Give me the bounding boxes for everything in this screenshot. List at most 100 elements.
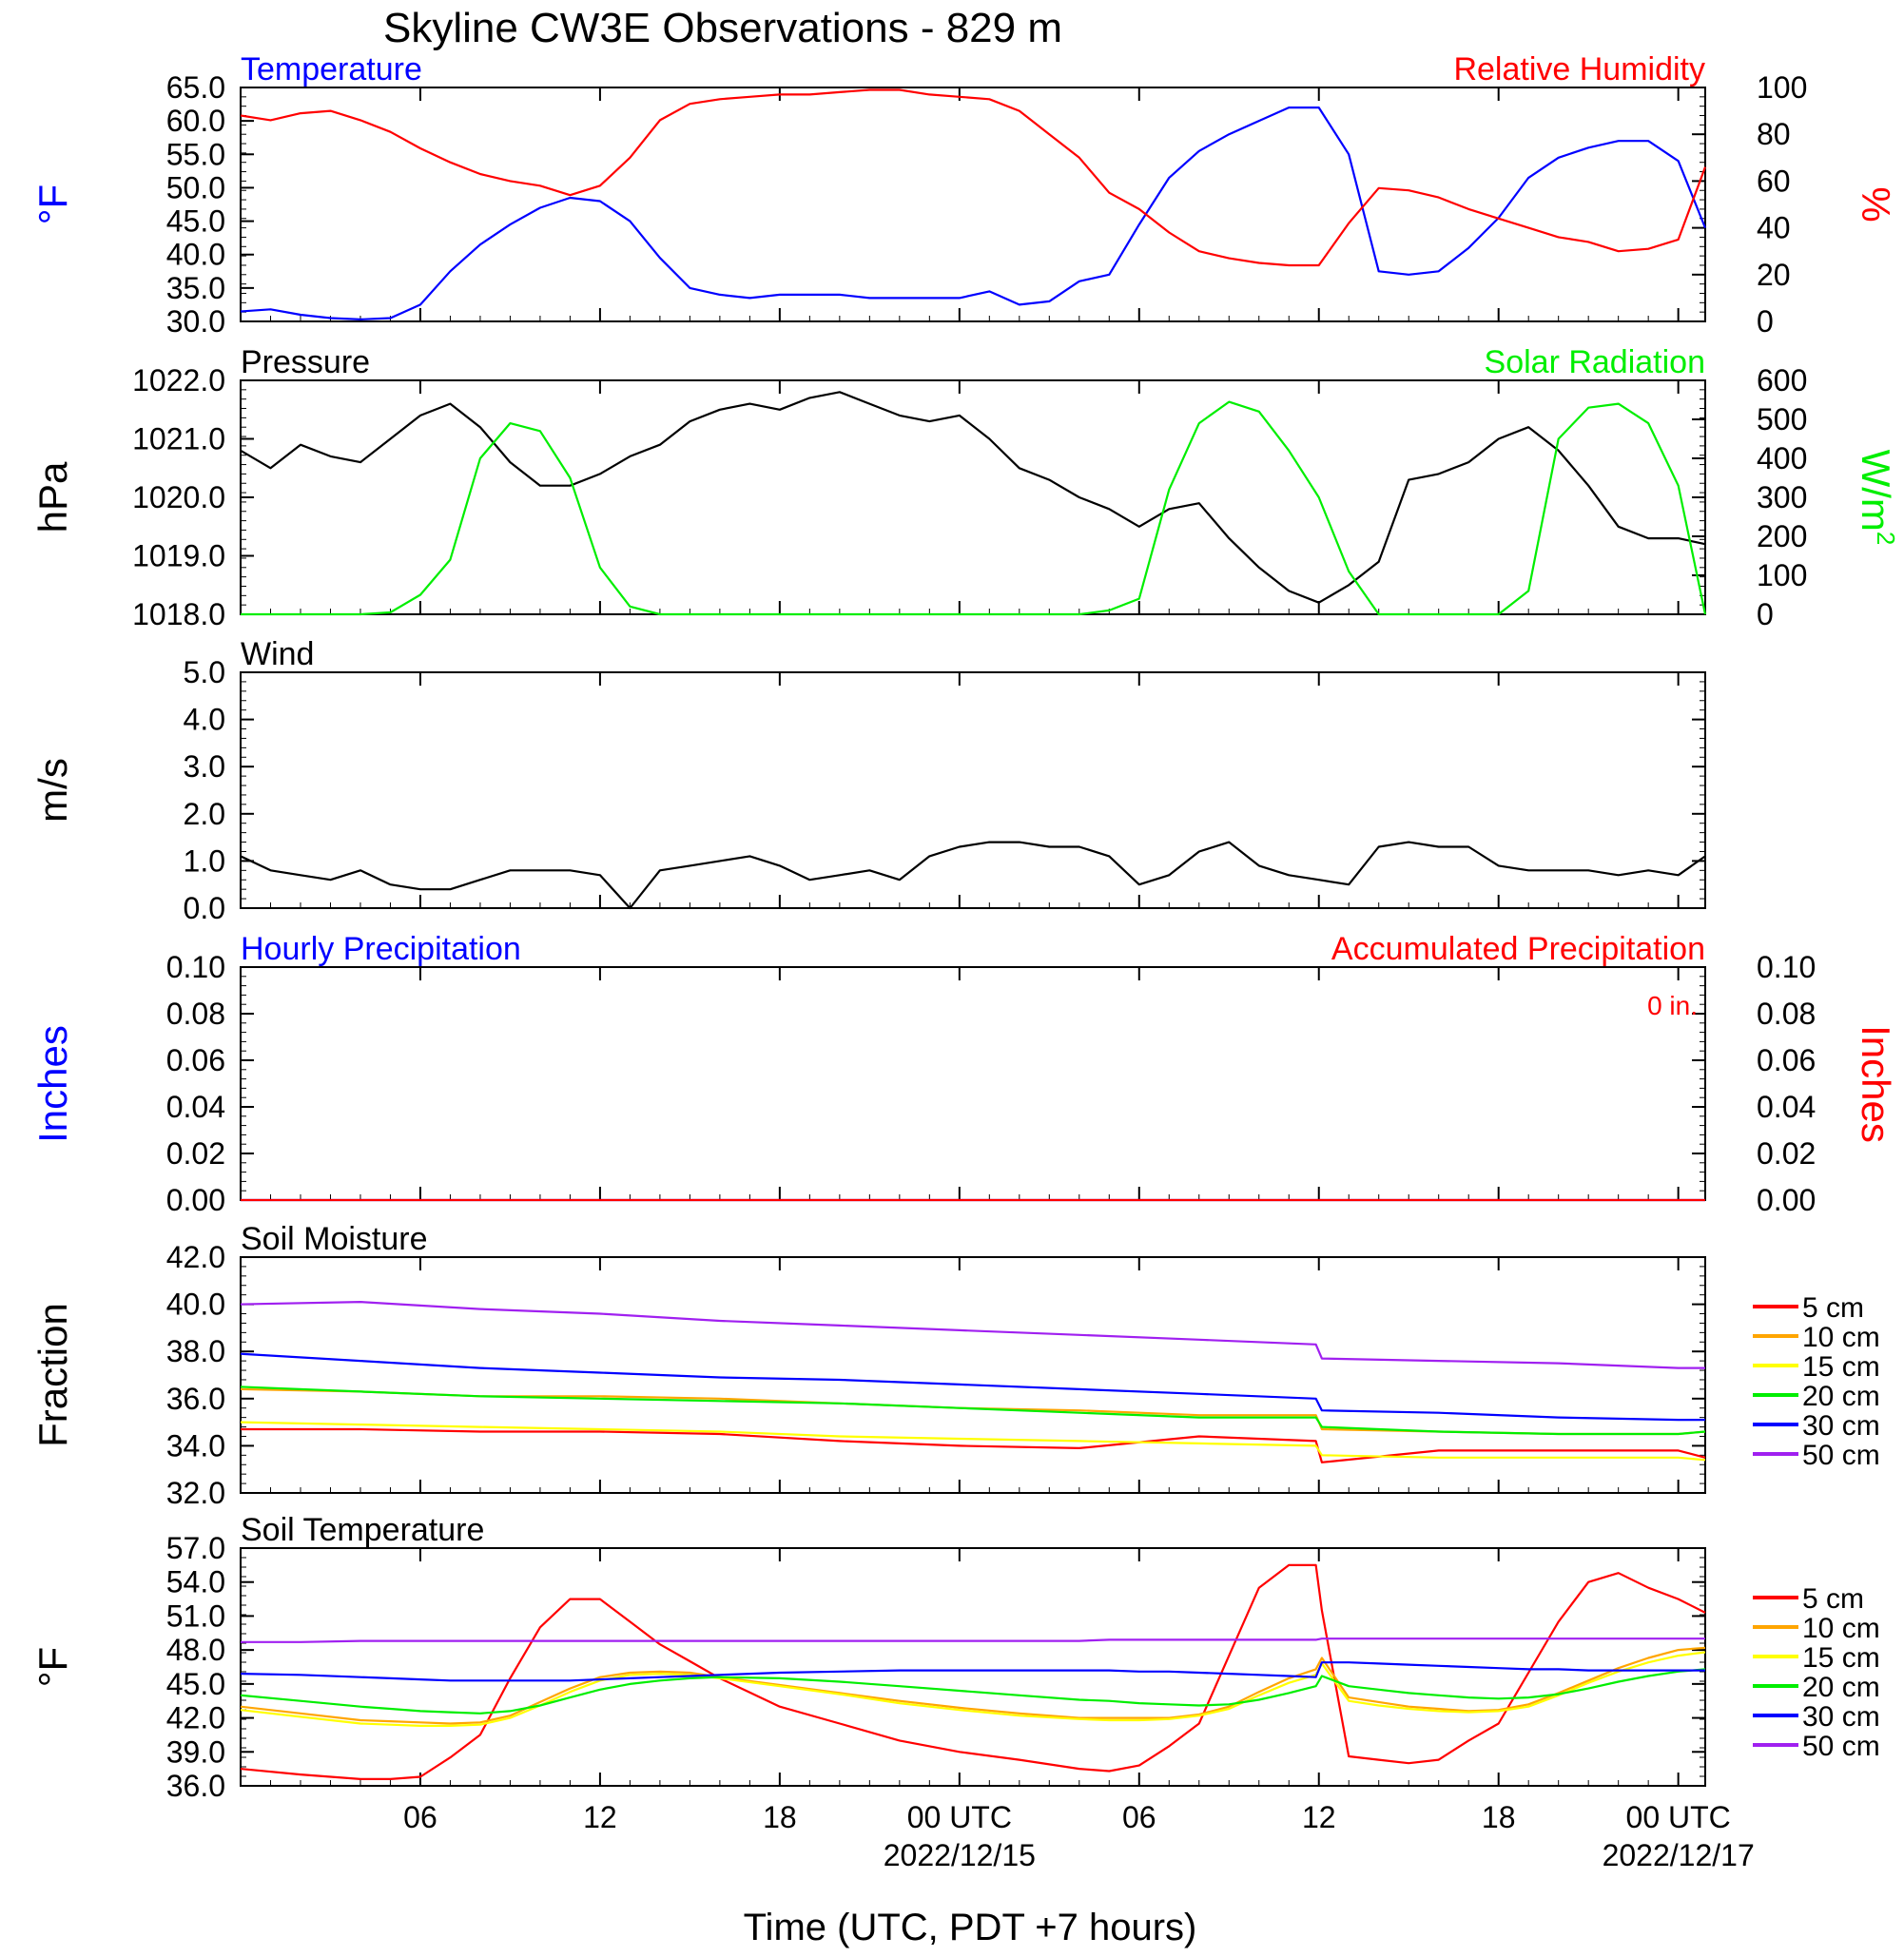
x-tick-label: 06: [1122, 1800, 1156, 1834]
series-line-10-cm: [240, 1646, 1706, 1725]
y2-tick-label: 0.00: [1757, 1183, 1816, 1217]
y-tick-label: 40.0: [166, 1288, 225, 1322]
series-line-20-cm: [240, 1385, 1706, 1436]
series-line-temperature: [240, 106, 1707, 320]
series-line-solar-radiation: [241, 400, 1707, 616]
legend-label: 15 cm: [1802, 1351, 1880, 1383]
y-tick-label: 0.00: [166, 1183, 225, 1217]
panels: 30.035.040.045.050.055.060.065.002040608…: [30, 51, 1900, 1803]
y-tick-label: 0.06: [166, 1043, 225, 1077]
y2-axis-label: Inches: [1854, 1025, 1898, 1143]
y-tick-label: 1019.0: [132, 539, 225, 573]
y-tick-label: 45.0: [166, 204, 225, 239]
x-axis-label: Time (UTC, PDT +7 hours): [744, 1907, 1197, 1948]
y-tick-label: 39.0: [166, 1734, 225, 1769]
plot-frame: [240, 87, 1706, 322]
y2-tick-label: 0.10: [1757, 950, 1816, 984]
y2-tick-label: 500: [1757, 402, 1807, 436]
legend-label: 30 cm: [1802, 1410, 1880, 1442]
y2-tick-label: 40: [1757, 211, 1791, 245]
x-tick-date-label: 2022/12/15: [884, 1838, 1036, 1872]
x-tick-label: 18: [1482, 1800, 1516, 1834]
series-line-wind: [240, 841, 1706, 910]
panel-soil_temperature: 36.039.042.045.048.051.054.057.0 Soil Tem…: [30, 1512, 1880, 1803]
series-line-30-cm: [240, 1661, 1705, 1682]
y-tick-label: 30.0: [166, 304, 225, 339]
panel-title-left: Pressure: [241, 344, 370, 380]
x-tick-label: 06: [403, 1800, 437, 1834]
y2-axis-label-superscript: 2: [1872, 532, 1900, 545]
y-tick-label: 1018.0: [132, 597, 225, 631]
y2-tick-label: 0: [1757, 304, 1774, 339]
legend-label: 5 cm: [1802, 1292, 1864, 1324]
legend-label: 50 cm: [1802, 1440, 1880, 1471]
series-line-30-cm: [240, 1352, 1705, 1422]
legend-label: 30 cm: [1802, 1701, 1880, 1733]
y-tick-label: 1020.0: [132, 480, 225, 514]
series-line-5-cm: [240, 1563, 1706, 1781]
x-axis: 06 12 18 00 UTC 2022/12/15 06 12 18 00 UTC 2022/1…: [403, 1800, 1755, 1872]
y-tick-label: 55.0: [166, 137, 225, 171]
y-tick-label: 0.0: [184, 891, 225, 925]
y-tick-label: 42.0: [166, 1701, 225, 1735]
plot-frame: [240, 671, 1706, 909]
y-tick-label: 45.0: [166, 1667, 225, 1701]
x-tick-label: 18: [763, 1800, 797, 1834]
y-tick-label: 1021.0: [132, 422, 225, 456]
y2-tick-label: 20: [1757, 258, 1791, 292]
x-tick-label: 00 UTC: [907, 1800, 1012, 1834]
plot-frame: [240, 379, 1706, 615]
y-tick-label: 0.08: [166, 997, 225, 1031]
legend-label: 15 cm: [1802, 1642, 1880, 1674]
y2-tick-label: 400: [1757, 441, 1807, 475]
figure-title: Skyline CW3E Observations - 829 m: [383, 5, 1062, 51]
y-tick-label: 48.0: [166, 1633, 225, 1667]
series-line-5-cm: [241, 1427, 1706, 1463]
y-tick-label: 0.04: [166, 1090, 225, 1124]
panel-title-left: Soil Moisture: [241, 1221, 428, 1257]
y2-tick-label: 0: [1757, 597, 1774, 631]
series-line-15-cm: [240, 1421, 1706, 1462]
y2-tick-label: 100: [1757, 70, 1807, 105]
y2-tick-label: 100: [1757, 558, 1807, 592]
y-tick-label: 57.0: [166, 1531, 225, 1565]
y-tick-label: 0.10: [166, 950, 225, 984]
y-tick-label: 40.0: [166, 238, 225, 272]
accumulated-total: 0 in.: [1647, 991, 1698, 1020]
series-line-50-cm: [240, 1300, 1705, 1369]
y2-tick-label: 60: [1757, 164, 1791, 198]
y-axis-label: °F: [30, 1647, 75, 1687]
legend-label: 20 cm: [1802, 1672, 1880, 1703]
panel-title-right: Solar Radiation: [1485, 344, 1705, 380]
y2-tick-label: 0.06: [1757, 1043, 1816, 1077]
y-tick-label: 1022.0: [132, 363, 225, 397]
y2-tick-label: 0.04: [1757, 1090, 1816, 1124]
panel-soil_moisture: 32.0 34.0 36.0 38.0 40.0 42.0 Soil Moisture Fra…: [30, 1221, 1880, 1510]
y-tick-label: 3.0: [184, 749, 225, 784]
series-line-relative-humidity: [240, 88, 1707, 267]
y2-axis-label: %: [1854, 186, 1898, 222]
y-tick-label: 42.0: [166, 1240, 225, 1274]
y-tick-label: 0.02: [166, 1136, 225, 1171]
legend-label: 5 cm: [1802, 1583, 1864, 1615]
y-axis-label: hPa: [30, 461, 75, 533]
y-tick-label: 38.0: [166, 1334, 225, 1368]
plot-frame: [240, 1256, 1706, 1494]
panel-title-left: Soil Temperature: [241, 1512, 484, 1548]
legend-label: 50 cm: [1802, 1731, 1880, 1762]
plot-frame: [240, 966, 1706, 1201]
x-tick-label: 00 UTC: [1626, 1800, 1731, 1834]
legend-label: 10 cm: [1802, 1613, 1880, 1644]
series-line-15-cm: [240, 1651, 1706, 1728]
y-tick-label: 32.0: [166, 1476, 225, 1510]
y-tick-label: 36.0: [166, 1382, 225, 1416]
legend-label: 10 cm: [1802, 1322, 1880, 1353]
y-tick-label: 51.0: [166, 1599, 225, 1633]
series-line-20-cm: [240, 1668, 1706, 1715]
y-tick-label: 2.0: [184, 797, 225, 831]
y2-tick-label: 80: [1757, 117, 1791, 151]
series-line-50-cm: [241, 1637, 1705, 1643]
x-tick-date-label: 2022/12/17: [1603, 1838, 1755, 1872]
panel-title-left: Hourly Precipitation: [241, 931, 521, 967]
